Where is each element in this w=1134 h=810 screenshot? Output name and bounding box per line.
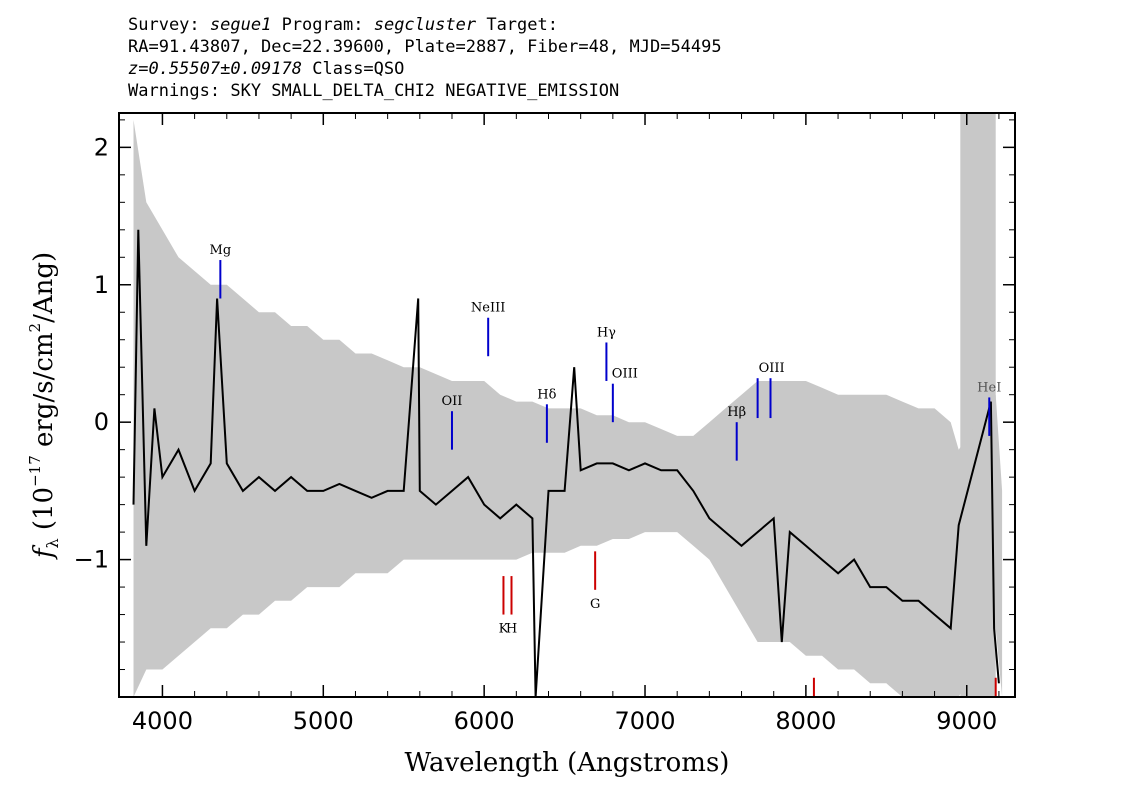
class-value: Class=QSO <box>312 59 405 79</box>
spectrum-header: Survey: segue1 Program: segcluster Targe… <box>128 14 722 102</box>
y-tick-label: −1 <box>74 546 109 574</box>
line-label: Hγ <box>597 325 616 340</box>
line-label: OIII <box>759 361 785 376</box>
plot-frame <box>118 112 1016 698</box>
y-axis-title-lambda: λ <box>43 538 62 548</box>
x-tick-label: 5000 <box>293 707 354 735</box>
y-axis-title-exponent: −17 <box>26 455 44 487</box>
x-axis-title: Wavelength (Angstroms) <box>405 748 730 778</box>
axes: 4000 5000 6000 7000 8000 9000 −1 0 1 2 <box>74 113 1015 735</box>
x-tick-label: 8000 <box>775 707 836 735</box>
line-label: NeIII <box>471 301 505 316</box>
header-line-redshift: z=0.55507±0.09178 Class=QSO <box>128 58 722 80</box>
line-label: OIII <box>612 367 638 382</box>
header-line-survey: Survey: segue1 Program: segcluster Targe… <box>128 14 722 36</box>
header-line-warnings: Warnings: SKY SMALL_DELTA_CHI2 NEGATIVE_… <box>128 81 620 101</box>
line-label: Hβ <box>727 405 746 420</box>
y-tick-label: 0 <box>94 408 109 436</box>
survey-value: segue1 <box>209 15 272 35</box>
x-tick-label: 7000 <box>614 707 675 735</box>
program-label: Program: <box>281 15 364 35</box>
error-band <box>133 119 1003 697</box>
line-label: K <box>499 622 509 637</box>
x-tick-label: 9000 <box>936 707 997 735</box>
flux-line <box>132 229 1000 697</box>
program-value: segcluster <box>373 15 477 35</box>
line-label: Hδ <box>537 387 556 402</box>
header-line-coordinates: RA=91.43807, Dec=22.39600, Plate=2887, F… <box>128 37 722 57</box>
y-axis-title-squared: 2 <box>26 323 44 333</box>
line-label: H <box>506 622 517 637</box>
redshift-value: z=0.55507±0.09178 <box>128 59 302 79</box>
y-axis-title: fλ (10−17 erg/s/cm2/Ang) <box>26 252 62 560</box>
line-label: G <box>590 597 600 612</box>
x-tick-label: 4000 <box>132 707 193 735</box>
x-tick-label: 6000 <box>454 707 515 735</box>
line-label: Mg <box>210 243 232 258</box>
plot-area <box>132 113 1003 697</box>
survey-label: Survey: <box>128 15 200 35</box>
line-annotations: Mg OII NeIII Hδ Hγ OIII Hβ OIII HeI KH G <box>210 243 1001 697</box>
line-label: OII <box>442 394 463 409</box>
line-label: HeI <box>977 380 1001 395</box>
y-tick-label: 1 <box>94 271 109 299</box>
y-axis-title-per-ang: /Ang) <box>29 252 59 323</box>
y-axis-title-units: erg/s/cm <box>29 332 59 455</box>
target-label: Target: <box>486 15 558 35</box>
y-axis-title-scale: (10 <box>29 487 59 539</box>
y-tick-label: 2 <box>94 133 109 161</box>
